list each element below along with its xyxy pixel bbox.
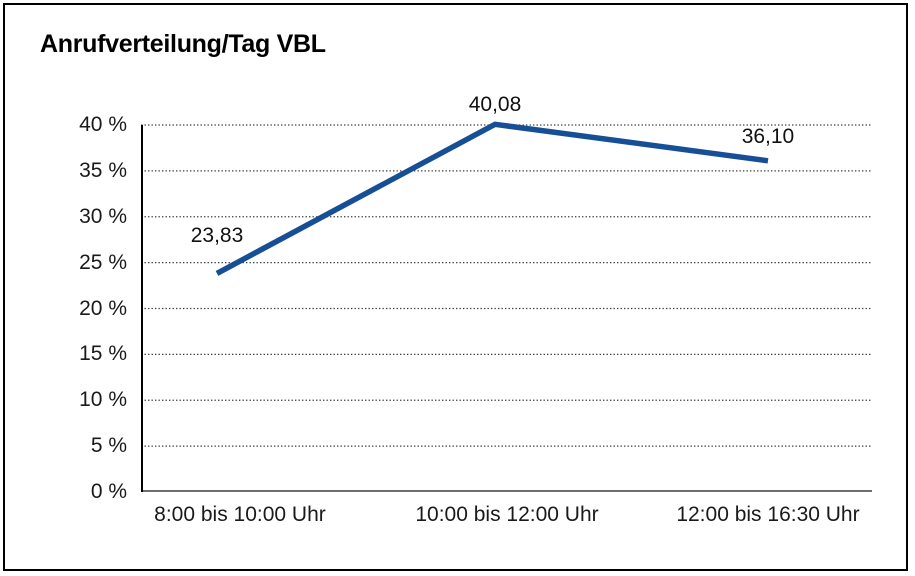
data-line-series [215,121,769,276]
y-tick-label: 25 % [79,250,127,274]
y-tick-label: 40 % [79,113,127,136]
y-tick-label: 5 % [90,434,127,458]
y-tick-label: 10 % [79,388,127,412]
y-tick-label: 35 % [79,158,127,182]
data-point-label: 36,10 [741,124,795,148]
data-point-label: 40,08 [468,93,522,117]
x-category-label: 10:00 bis 12:00 Uhr [415,503,599,526]
line-chart-plot-area [141,121,872,492]
y-tick-label: 30 % [79,204,127,228]
y-tick-label: 15 % [79,342,127,366]
x-category-label: 12:00 bis 16:30 Uhr [676,503,860,526]
chart-frame-border [3,3,908,571]
y-tick-label: 0 % [90,480,127,503]
x-category-label: 8:00 bis 10:00 Uhr [154,503,326,526]
data-point-label: 23,83 [190,224,244,248]
chart-title: Anrufverteilung/Tag VBL [40,30,326,58]
y-tick-label: 20 % [79,296,127,320]
